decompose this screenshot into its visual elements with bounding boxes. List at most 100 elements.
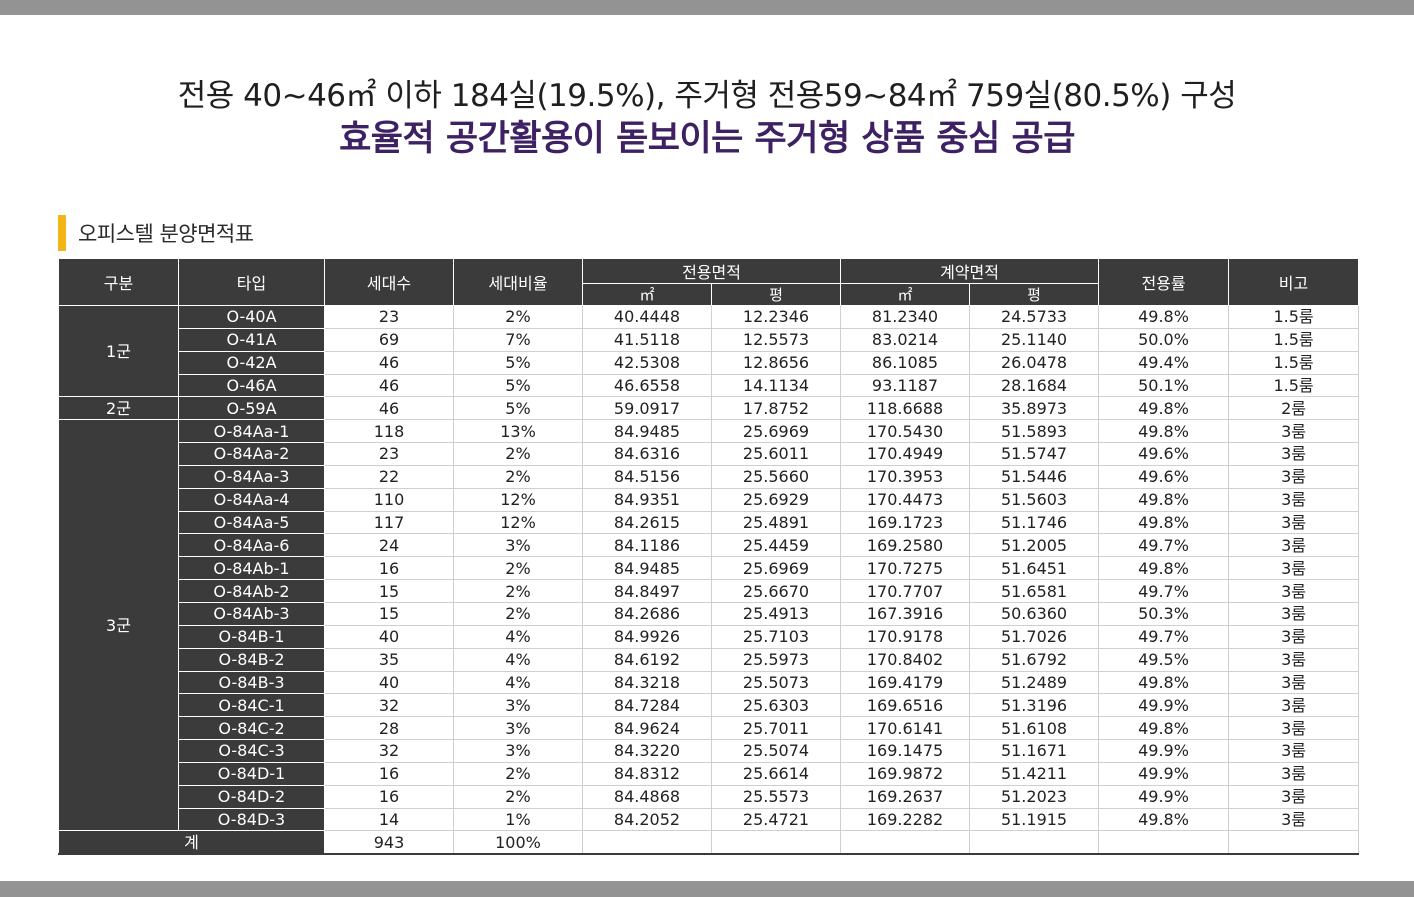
exclusive-pyeong-cell: 25.4913 (710, 601, 842, 626)
total-ratio-cell: 100% (453, 830, 583, 856)
units-cell: 69 (324, 327, 454, 352)
contract-pyeong-cell: 51.5446 (969, 464, 1100, 489)
units-cell: 46 (324, 396, 454, 421)
ratio-cell: 5% (453, 350, 583, 375)
group-label-cell: 1군 (58, 304, 179, 398)
table-body: 1군 O-40A 23 2% 40.4448 12.2346 81.2340 24.5733 4… (58, 304, 1360, 856)
table-row: O-42A 46 5% 42.5308 12.8656 86.1085 26.0478 49.… (59, 350, 1360, 375)
note-cell: 3룸 (1228, 670, 1360, 695)
efficiency-cell: 49.8% (1098, 419, 1230, 444)
contract-pyeong-cell: 51.6792 (969, 647, 1100, 672)
exclusive-pyeong-cell: 25.6614 (710, 761, 842, 786)
header-contract-pyeong: 평 (969, 283, 1100, 306)
efficiency-cell: 49.6% (1098, 464, 1230, 489)
table-row: O-46A 46 5% 46.6558 14.1134 93.1187 28.1684 50.… (59, 373, 1360, 398)
note-cell: 3룸 (1228, 624, 1360, 649)
units-cell: 23 (324, 442, 454, 466)
exclusive-pyeong-cell: 25.6011 (710, 442, 842, 466)
exclusive-sqm-cell: 84.9485 (582, 419, 712, 444)
contract-sqm-cell: 170.4473 (840, 487, 971, 512)
type-cell: O-84C-2 (178, 716, 325, 741)
table-row: O-84Aa-3 22 2% 84.5156 25.5660 170.3953 51.544… (59, 464, 1360, 489)
exclusive-pyeong-cell: 12.8656 (710, 350, 842, 375)
exclusive-pyeong-cell: 25.5074 (710, 739, 842, 763)
units-cell: 23 (324, 305, 454, 329)
exclusive-sqm-cell: 84.4868 (582, 784, 712, 809)
efficiency-cell: 49.8% (1098, 556, 1230, 581)
efficiency-cell: 49.7% (1098, 624, 1230, 649)
exclusive-sqm-cell: 84.2615 (582, 510, 712, 535)
ratio-cell: 5% (453, 373, 583, 398)
type-cell: O-84B-2 (178, 647, 325, 672)
note-cell: 3룸 (1228, 464, 1360, 489)
contract-pyeong-cell: 51.1671 (969, 739, 1100, 763)
exclusive-pyeong-cell: 12.5573 (710, 327, 842, 352)
exclusive-sqm-cell: 84.8497 (582, 579, 712, 603)
bottom-bar (0, 881, 1414, 897)
exclusive-sqm-cell: 84.3220 (582, 739, 712, 763)
table-row: O-41A 69 7% 41.5118 12.5573 83.0214 25.1140 50.… (59, 327, 1360, 352)
units-cell: 32 (324, 739, 454, 763)
exclusive-pyeong-cell: 12.2346 (710, 305, 842, 329)
total-empty-cell (1098, 830, 1230, 856)
contract-sqm-cell: 170.8402 (840, 647, 971, 672)
ratio-cell: 12% (453, 510, 583, 535)
total-empty-cell (582, 830, 712, 856)
efficiency-cell: 49.8% (1098, 305, 1230, 329)
contract-pyeong-cell: 26.0478 (969, 350, 1100, 375)
contract-pyeong-cell: 51.2023 (969, 784, 1100, 809)
exclusive-sqm-cell: 84.9926 (582, 624, 712, 649)
group-label-cell: 2군 (58, 396, 179, 421)
table-row: O-84Ab-3 15 2% 84.2686 25.4913 167.3916 50.636… (59, 601, 1360, 626)
type-cell: O-84C-3 (178, 739, 325, 763)
type-cell: O-84C-1 (178, 693, 325, 718)
type-cell: O-84Aa-1 (178, 419, 325, 444)
exclusive-sqm-cell: 84.2686 (582, 601, 712, 626)
total-row: 계 943 100% (58, 830, 1360, 856)
exclusive-sqm-cell: 41.5118 (582, 327, 712, 352)
note-cell: 1.5룸 (1228, 327, 1360, 352)
ratio-cell: 13% (453, 419, 583, 444)
ratio-cell: 7% (453, 327, 583, 352)
contract-pyeong-cell: 35.8973 (969, 396, 1100, 421)
section-accent-bar (58, 215, 66, 251)
exclusive-pyeong-cell: 25.4459 (710, 533, 842, 558)
efficiency-cell: 49.9% (1098, 761, 1230, 786)
note-cell: 1.5룸 (1228, 305, 1360, 329)
header-exclusive-pyeong: 평 (710, 283, 842, 306)
type-cell: O-84B-3 (178, 670, 325, 695)
efficiency-cell: 49.7% (1098, 579, 1230, 603)
contract-sqm-cell: 169.1475 (840, 739, 971, 763)
units-cell: 46 (324, 373, 454, 398)
ratio-cell: 3% (453, 739, 583, 763)
ratio-cell: 3% (453, 716, 583, 741)
total-units-cell: 943 (324, 830, 454, 856)
total-empty-cell (840, 830, 971, 856)
table-row: O-84B-1 40 4% 84.9926 25.7103 170.9178 51.7026… (59, 624, 1360, 649)
note-cell: 3룸 (1228, 601, 1360, 626)
contract-pyeong-cell: 51.3196 (969, 693, 1100, 718)
exclusive-pyeong-cell: 25.4721 (710, 807, 842, 832)
ratio-cell: 2% (453, 464, 583, 489)
header-contract-sqm: ㎡ (840, 283, 971, 306)
efficiency-cell: 49.8% (1098, 716, 1230, 741)
note-cell: 3룸 (1228, 579, 1360, 603)
table-row: O-84C-2 28 3% 84.9624 25.7011 170.6141 51.6108… (59, 716, 1360, 741)
header-contract-area: 계약면적 (840, 258, 1100, 284)
type-cell: O-40A (178, 305, 325, 329)
type-cell: O-84Ab-3 (178, 601, 325, 626)
note-cell: 3룸 (1228, 510, 1360, 535)
contract-pyeong-cell: 51.1746 (969, 510, 1100, 535)
note-cell: 1.5룸 (1228, 373, 1360, 398)
units-cell: 16 (324, 761, 454, 786)
header-exclusive-area: 전용면적 (581, 258, 842, 284)
efficiency-cell: 49.9% (1098, 693, 1230, 718)
ratio-cell: 2% (453, 305, 583, 329)
type-cell: O-59A (178, 396, 325, 421)
table-row: 1군 O-40A 23 2% 40.4448 12.2346 81.2340 24.5733 4… (58, 304, 1360, 398)
units-cell: 118 (324, 419, 454, 444)
exclusive-pyeong-cell: 14.1134 (710, 373, 842, 398)
type-cell: O-41A (178, 327, 325, 352)
contract-sqm-cell: 170.4949 (840, 442, 971, 466)
units-cell: 40 (324, 624, 454, 649)
